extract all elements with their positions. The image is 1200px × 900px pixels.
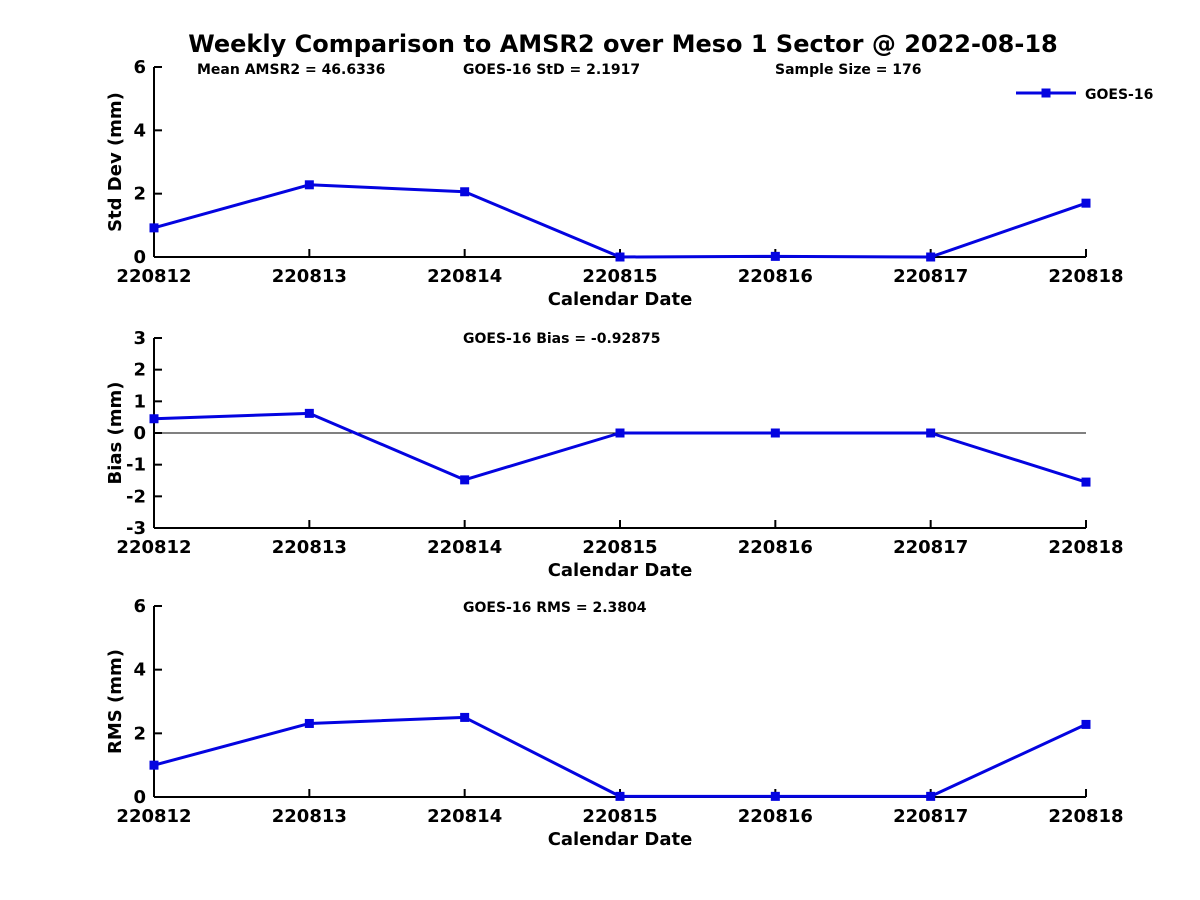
data-point: [149, 760, 159, 770]
y-tick-label: -2: [126, 486, 146, 507]
x-tick-label: 220816: [738, 806, 813, 827]
data-point: [460, 712, 470, 722]
x-tick-label: 220813: [272, 537, 347, 558]
x-tick-label: 220816: [738, 537, 813, 558]
y-tick-label: 4: [133, 660, 146, 681]
x-tick-label: 220813: [272, 806, 347, 827]
data-point: [770, 791, 780, 801]
data-line: [152, 715, 1088, 798]
data-point: [149, 414, 159, 424]
y-tick-label: 0: [133, 423, 146, 444]
y-tick-label: -3: [126, 518, 146, 539]
x-tick-label: 220816: [738, 266, 813, 287]
x-tick-label: 220814: [427, 537, 502, 558]
data-point: [1081, 198, 1091, 208]
x-tick-label: 220815: [582, 266, 657, 287]
y-tick-label: 0: [133, 247, 146, 268]
stat-annotation: GOES-16 RMS = 2.3804: [463, 600, 647, 616]
stat-annotation: Sample Size = 176: [775, 62, 922, 78]
y-tick-label: -1: [126, 455, 146, 476]
y-tick-label: 2: [133, 723, 146, 744]
data-point: [615, 252, 625, 262]
x-tick-label: 220817: [893, 806, 968, 827]
data-point: [615, 791, 625, 801]
y-tick-label: 1: [133, 391, 146, 412]
data-point: [770, 251, 780, 261]
data-point: [926, 252, 936, 262]
data-line: [152, 183, 1088, 259]
y-axis-label: RMS (mm): [105, 649, 126, 754]
data-point: [1081, 477, 1091, 487]
data-point: [460, 475, 470, 485]
y-tick-label: 3: [133, 328, 146, 349]
x-tick-label: 220812: [116, 266, 191, 287]
data-line: [152, 411, 1088, 484]
data-point: [149, 223, 159, 233]
x-tick-label: 220817: [893, 266, 968, 287]
x-tick-label: 220818: [1048, 537, 1123, 558]
x-tick-label: 220812: [116, 806, 191, 827]
y-tick-label: 4: [133, 120, 146, 141]
data-point: [1081, 719, 1091, 729]
data-point: [926, 791, 936, 801]
y-tick-label: 2: [133, 184, 146, 205]
x-axis-label: Calendar Date: [548, 289, 693, 310]
data-point: [770, 428, 780, 438]
x-tick-label: 220814: [427, 806, 502, 827]
x-tick-label: 220818: [1048, 266, 1123, 287]
data-point: [615, 428, 625, 438]
y-axis-label: Bias (mm): [105, 382, 126, 485]
y-tick-label: 0: [133, 787, 146, 808]
legend: GOES-16: [1016, 87, 1153, 103]
x-tick-label: 220814: [427, 266, 502, 287]
x-tick-label: 220817: [893, 537, 968, 558]
data-point: [304, 718, 314, 728]
legend-marker-icon: [1041, 88, 1051, 98]
x-tick-label: 220815: [582, 537, 657, 558]
stat-annotation: GOES-16 StD = 2.1917: [463, 62, 640, 78]
rms-plot: 0 2 4 6 220812 220813 220814 220815 220816 220817…: [105, 596, 1124, 850]
x-axis-label: Calendar Date: [548, 829, 693, 850]
data-point: [304, 408, 314, 418]
x-tick-label: 220815: [582, 806, 657, 827]
data-point: [304, 180, 314, 190]
x-axis-label: Calendar Date: [548, 560, 693, 581]
legend-label: GOES-16: [1085, 87, 1153, 103]
x-tick-label: 220813: [272, 266, 347, 287]
x-tick-label: 220812: [116, 537, 191, 558]
y-tick-label: 6: [133, 596, 146, 617]
y-tick-label: 6: [133, 57, 146, 78]
stat-annotation: GOES-16 Bias = -0.92875: [463, 331, 661, 347]
stat-annotation: Mean AMSR2 = 46.6336: [197, 62, 385, 78]
data-point: [460, 187, 470, 197]
figure-title: Weekly Comparison to AMSR2 over Meso 1 S…: [188, 30, 1057, 58]
y-tick-label: 2: [133, 360, 146, 381]
y-axis-label: Std Dev (mm): [105, 92, 126, 232]
x-tick-label: 220818: [1048, 806, 1123, 827]
data-point: [926, 428, 936, 438]
stddev-plot: 0 2 4 6 220812 220813 220814 220815 220816 220817…: [105, 57, 1124, 310]
bias-plot: -3 -2 -1 0 1 2 3 220812 220813 220814 220815 220816…: [105, 328, 1124, 581]
